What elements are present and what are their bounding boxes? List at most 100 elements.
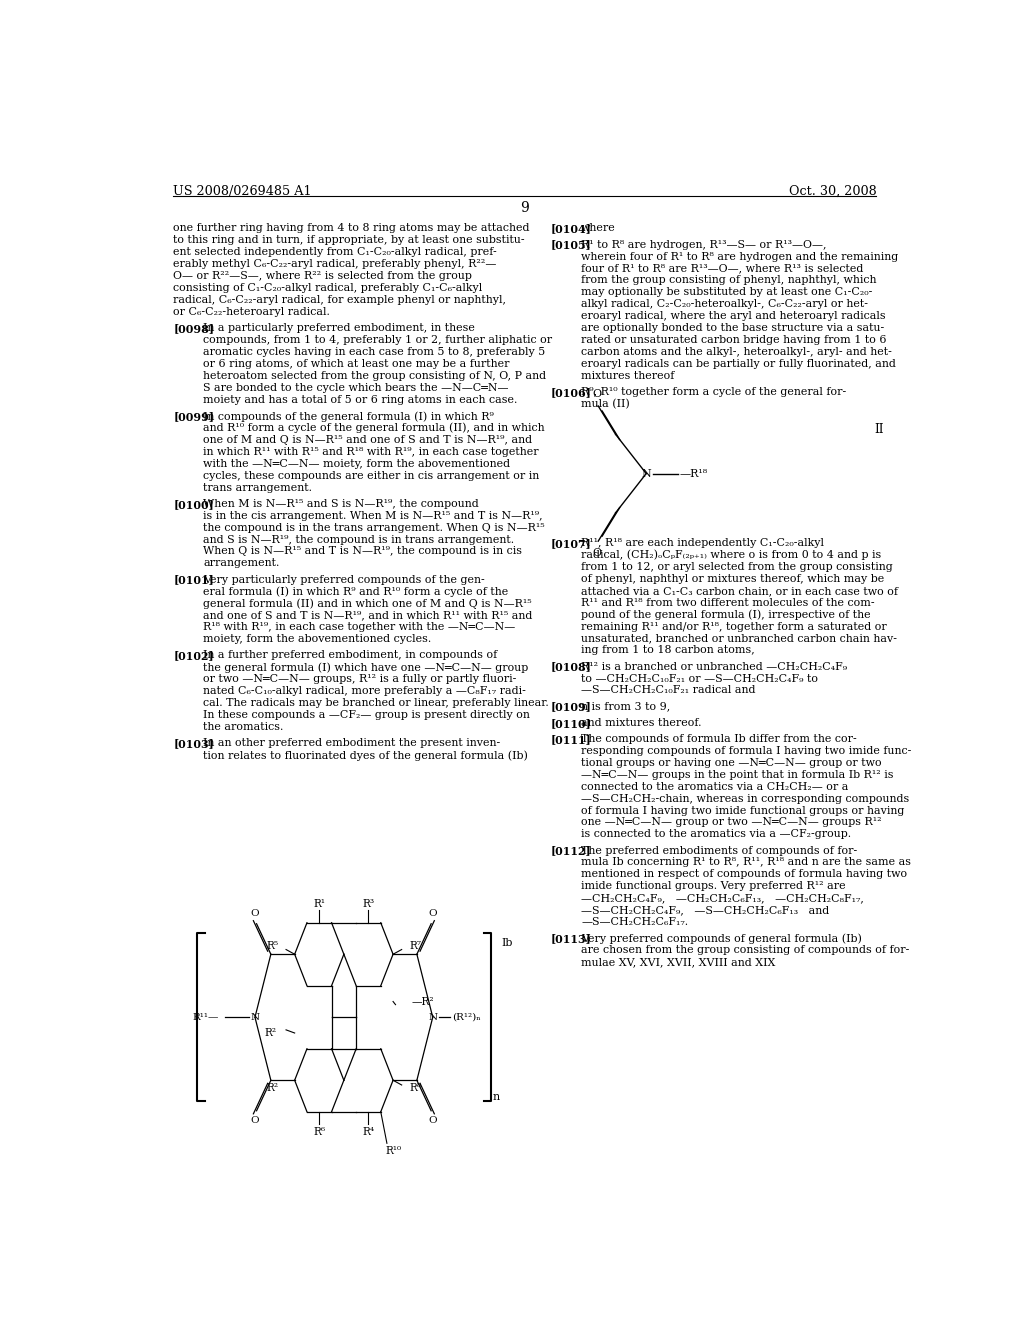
Text: one further ring having from 4 to 8 ring atoms may be attached: one further ring having from 4 to 8 ring… — [173, 223, 529, 234]
Text: Oct. 30, 2008: Oct. 30, 2008 — [788, 185, 877, 198]
Text: R²: R² — [266, 1084, 279, 1093]
Text: When Q is N—R¹⁵ and T is N—R¹⁹, the compound is in cis: When Q is N—R¹⁵ and T is N—R¹⁹, the comp… — [204, 546, 522, 557]
Text: The compounds of formula Ib differ from the cor-: The compounds of formula Ib differ from … — [582, 734, 857, 744]
Text: are optionally bonded to the base structure via a satu-: are optionally bonded to the base struct… — [582, 323, 885, 333]
Text: R⁹, R¹⁰ together form a cycle of the general for-: R⁹, R¹⁰ together form a cycle of the gen… — [582, 387, 847, 397]
Text: —R¹⁸: —R¹⁸ — [680, 469, 708, 479]
Text: R⁷: R⁷ — [409, 941, 421, 952]
Text: to —CH₂CH₂C₁₀F₂₁ or —S—CH₂CH₂C₄F₉ to: to —CH₂CH₂C₁₀F₂₁ or —S—CH₂CH₂C₄F₉ to — [582, 673, 818, 684]
Text: O: O — [428, 909, 437, 919]
Text: of formula I having two imide functional groups or having: of formula I having two imide functional… — [582, 805, 904, 816]
Text: [0107]: [0107] — [551, 539, 592, 549]
Text: [0098]: [0098] — [173, 323, 214, 334]
Text: —CH₂CH₂C₄F₉,   —CH₂CH₂C₆F₁₃,   —CH₂CH₂C₈F₁₇,: —CH₂CH₂C₄F₉, —CH₂CH₂C₆F₁₃, —CH₂CH₂C₈F₁₇, — [582, 894, 864, 903]
Text: or C₆-C₂₂-heteroaryl radical.: or C₆-C₂₂-heteroaryl radical. — [173, 308, 330, 317]
Text: —S—CH₂CH₂C₁₀F₂₁ radical and: —S—CH₂CH₂C₁₀F₂₁ radical and — [582, 685, 756, 696]
Text: [0108]: [0108] — [551, 661, 592, 673]
Text: R²: R² — [264, 1028, 276, 1038]
Text: [0112]: [0112] — [551, 846, 592, 857]
Text: tional groups or having one —N═C—N— group or two: tional groups or having one —N═C—N— grou… — [582, 758, 882, 768]
Text: O: O — [592, 548, 601, 558]
Text: heteroatom selected from the group consisting of N, O, P and: heteroatom selected from the group consi… — [204, 371, 547, 381]
Text: erably methyl C₆-C₂₂-aryl radical, preferably phenyl, R²²—: erably methyl C₆-C₂₂-aryl radical, prefe… — [173, 259, 497, 269]
Text: and mixtures thereof.: and mixtures thereof. — [582, 718, 701, 727]
Text: where: where — [582, 223, 615, 234]
Text: general formula (II) and in which one of M and Q is N—R¹⁵: general formula (II) and in which one of… — [204, 598, 532, 609]
Text: O: O — [251, 909, 259, 919]
Text: radical, (CH₂)ₒCₚF₍₂ₚ₊₁₎ where o is from 0 to 4 and p is: radical, (CH₂)ₒCₚF₍₂ₚ₊₁₎ where o is from… — [582, 550, 882, 561]
Text: —S—CH₂CH₂-chain, whereas in corresponding compounds: —S—CH₂CH₂-chain, whereas in correspondin… — [582, 793, 909, 804]
Text: and R¹⁰ form a cycle of the general formula (II), and in which: and R¹⁰ form a cycle of the general form… — [204, 422, 545, 433]
Text: attached via a C₁-C₃ carbon chain, or in each case two of: attached via a C₁-C₃ carbon chain, or in… — [582, 586, 898, 595]
Text: arrangement.: arrangement. — [204, 558, 280, 569]
Text: cycles, these compounds are either in cis arrangement or in: cycles, these compounds are either in ci… — [204, 471, 540, 480]
Text: R¹² is a branched or unbranched —CH₂CH₂C₄F₉: R¹² is a branched or unbranched —CH₂CH₂C… — [582, 661, 847, 672]
Text: R³: R³ — [362, 899, 375, 909]
Text: The preferred embodiments of compounds of for-: The preferred embodiments of compounds o… — [582, 846, 857, 855]
Text: N: N — [641, 469, 651, 479]
Text: R¹: R¹ — [313, 899, 326, 909]
Text: moiety and has a total of 5 or 6 ring atoms in each case.: moiety and has a total of 5 or 6 ring at… — [204, 395, 518, 405]
Text: S are bonded to the cycle which bears the —N—C═N—: S are bonded to the cycle which bears th… — [204, 383, 509, 393]
Text: [0106]: [0106] — [551, 387, 592, 399]
Text: n: n — [494, 1093, 501, 1102]
Text: or 6 ring atoms, of which at least one may be a further: or 6 ring atoms, of which at least one m… — [204, 359, 510, 370]
Text: radical, C₆-C₂₂-aryl radical, for example phenyl or naphthyl,: radical, C₆-C₂₂-aryl radical, for exampl… — [173, 296, 506, 305]
Text: ing from 1 to 18 carbon atoms,: ing from 1 to 18 carbon atoms, — [582, 645, 755, 656]
Text: [0105]: [0105] — [551, 239, 592, 251]
Text: O: O — [251, 1117, 259, 1126]
Text: mixtures thereof: mixtures thereof — [582, 371, 675, 381]
Text: In a particularly preferred embodiment, in these: In a particularly preferred embodiment, … — [204, 323, 475, 333]
Text: R¹ to R⁸ are hydrogen, R¹³—S— or R¹³—O—,: R¹ to R⁸ are hydrogen, R¹³—S— or R¹³—O—, — [582, 239, 826, 249]
Text: R⁴: R⁴ — [362, 1127, 375, 1138]
Text: N: N — [251, 1012, 259, 1022]
Text: the aromatics.: the aromatics. — [204, 722, 284, 733]
Text: mentioned in respect of compounds of formula having two: mentioned in respect of compounds of for… — [582, 870, 907, 879]
Text: —R²: —R² — [412, 997, 434, 1007]
Text: R¹⁰: R¹⁰ — [385, 1146, 401, 1156]
Text: [0109]: [0109] — [551, 702, 592, 713]
Text: is in the cis arrangement. When M is N—R¹⁵ and T is N—R¹⁹,: is in the cis arrangement. When M is N—R… — [204, 511, 543, 520]
Text: —S—CH₂CH₂C₆F₁₇.: —S—CH₂CH₂C₆F₁₇. — [582, 917, 688, 927]
Text: [0103]: [0103] — [173, 738, 214, 750]
Text: In compounds of the general formula (I) in which R⁹: In compounds of the general formula (I) … — [204, 411, 495, 421]
Text: mulae XV, XVI, XVII, XVIII and XIX: mulae XV, XVI, XVII, XVIII and XIX — [582, 957, 775, 968]
Text: R⁶: R⁶ — [313, 1127, 326, 1138]
Text: trans arrangement.: trans arrangement. — [204, 483, 312, 492]
Text: In an other preferred embodiment the present inven-: In an other preferred embodiment the pre… — [204, 738, 501, 748]
Text: (R¹²)ₙ: (R¹²)ₙ — [453, 1012, 481, 1022]
Text: and one of S and T is N—R¹⁹, and in which R¹¹ with R¹⁵ and: and one of S and T is N—R¹⁹, and in whic… — [204, 610, 532, 620]
Text: alkyl radical, C₂-C₂₀-heteroalkyl-, C₆-C₂₂-aryl or het-: alkyl radical, C₂-C₂₀-heteroalkyl-, C₆-C… — [582, 300, 868, 309]
Text: 9: 9 — [520, 201, 529, 215]
Text: the compound is in the trans arrangement. When Q is N—R¹⁵: the compound is in the trans arrangement… — [204, 523, 545, 532]
Text: compounds, from 1 to 4, preferably 1 or 2, further aliphatic or: compounds, from 1 to 4, preferably 1 or … — [204, 335, 553, 345]
Text: eral formula (I) in which R⁹ and R¹⁰ form a cycle of the: eral formula (I) in which R⁹ and R¹⁰ for… — [204, 586, 509, 597]
Text: rated or unsaturated carbon bridge having from 1 to 6: rated or unsaturated carbon bridge havin… — [582, 335, 887, 345]
Text: eroaryl radical, where the aryl and heteroaryl radicals: eroaryl radical, where the aryl and hete… — [582, 312, 886, 321]
Text: connected to the aromatics via a CH₂CH₂— or a: connected to the aromatics via a CH₂CH₂—… — [582, 781, 849, 792]
Text: mula (II): mula (II) — [582, 399, 630, 409]
Text: Very particularly preferred compounds of the gen-: Very particularly preferred compounds of… — [204, 574, 485, 585]
Text: the general formula (I) which have one —N═C—N— group: the general formula (I) which have one —… — [204, 663, 528, 673]
Text: O: O — [592, 389, 601, 399]
Text: [0100]: [0100] — [173, 499, 214, 510]
Text: Very preferred compounds of general formula (Ib): Very preferred compounds of general form… — [582, 933, 862, 944]
Text: In a further preferred embodiment, in compounds of: In a further preferred embodiment, in co… — [204, 651, 498, 660]
Text: [0110]: [0110] — [551, 718, 592, 729]
Text: II: II — [873, 424, 884, 437]
Text: —N═C—N— groups in the point that in formula Ib R¹² is: —N═C—N— groups in the point that in form… — [582, 770, 894, 780]
Text: responding compounds of formula I having two imide func-: responding compounds of formula I having… — [582, 746, 911, 756]
Text: is connected to the aromatics via a —CF₂-group.: is connected to the aromatics via a —CF₂… — [582, 829, 851, 840]
Text: with the —N═C—N— moiety, form the abovementioned: with the —N═C—N— moiety, form the abovem… — [204, 459, 511, 469]
Text: consisting of C₁-C₂₀-alkyl radical, preferably C₁-C₆-alkyl: consisting of C₁-C₂₀-alkyl radical, pref… — [173, 284, 482, 293]
Text: R¹¹—: R¹¹— — [193, 1012, 219, 1022]
Text: In these compounds a —CF₂— group is present directly on: In these compounds a —CF₂— group is pres… — [204, 710, 530, 721]
Text: four of R¹ to R⁸ are R¹³—O—, where R¹³ is selected: four of R¹ to R⁸ are R¹³—O—, where R¹³ i… — [582, 264, 863, 273]
Text: R⁵: R⁵ — [266, 941, 279, 952]
Text: wherein four of R¹ to R⁸ are hydrogen and the remaining: wherein four of R¹ to R⁸ are hydrogen an… — [582, 252, 898, 261]
Text: eroaryl radicals can be partially or fully fluorinated, and: eroaryl radicals can be partially or ful… — [582, 359, 896, 370]
Text: one —N═C—N— group or two —N═C—N— groups R¹²: one —N═C—N— group or two —N═C—N— groups … — [582, 817, 882, 828]
Text: [0104]: [0104] — [551, 223, 592, 235]
Text: O: O — [428, 1117, 437, 1126]
Text: US 2008/0269485 A1: US 2008/0269485 A1 — [173, 185, 311, 198]
